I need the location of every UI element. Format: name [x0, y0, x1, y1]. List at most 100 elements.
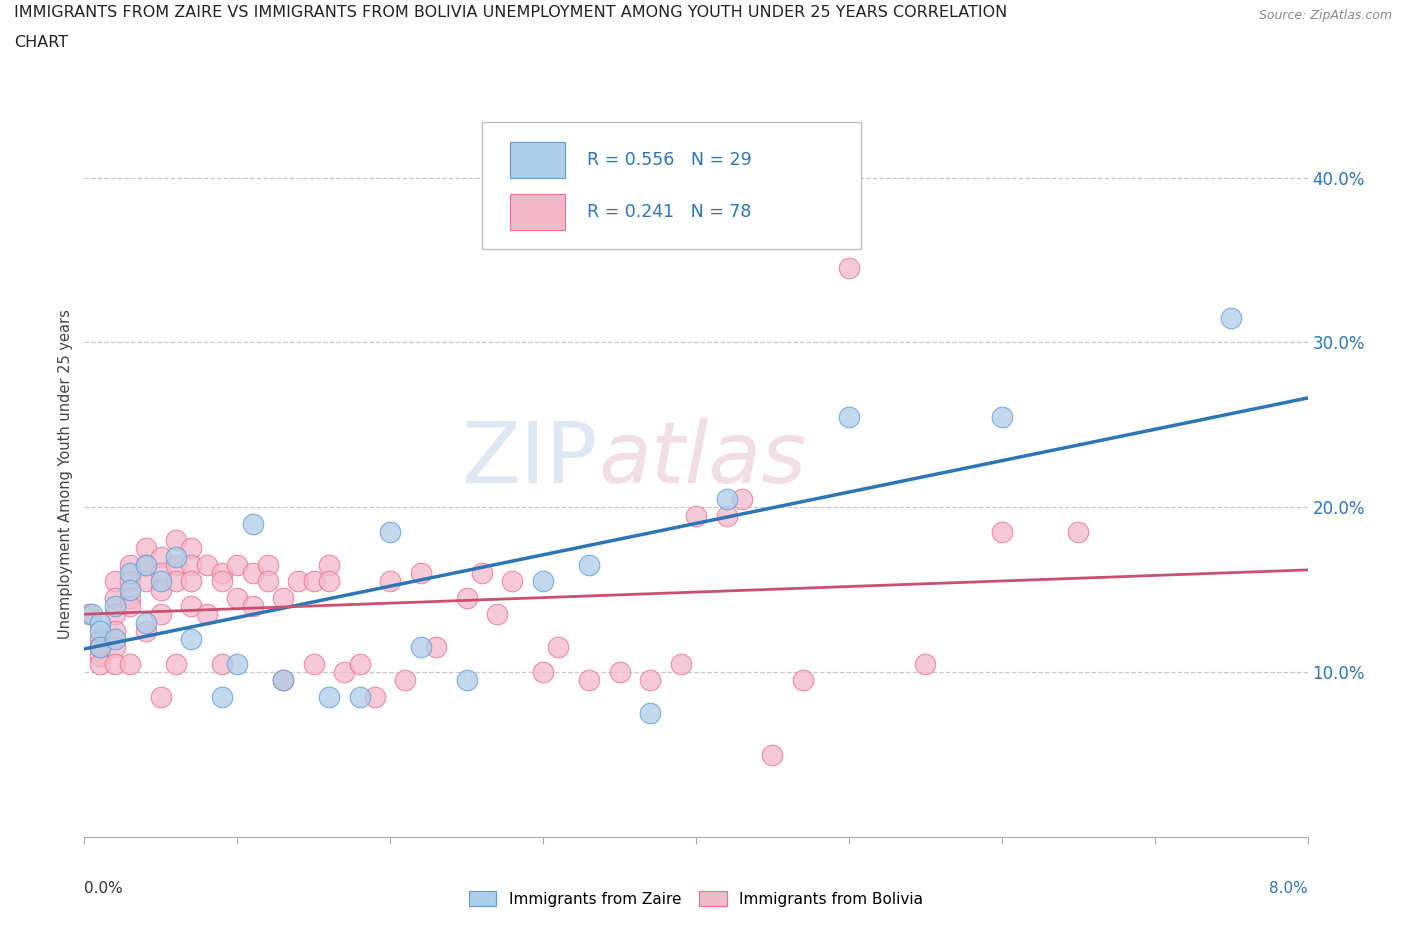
Point: [135, 623, 157, 638]
Point: [89, 648, 111, 663]
Point: [149, 689, 172, 704]
Point: [471, 565, 494, 580]
Point: [456, 673, 478, 688]
Point: [165, 574, 187, 589]
Point: [120, 565, 142, 580]
Point: [149, 607, 172, 622]
Point: [120, 599, 142, 614]
Point: [531, 574, 554, 589]
Point: [501, 574, 523, 589]
Point: [638, 673, 661, 688]
Point: [104, 631, 127, 646]
FancyBboxPatch shape: [510, 141, 565, 178]
Point: [685, 508, 707, 523]
Point: [669, 657, 692, 671]
Point: [761, 747, 783, 762]
Point: [271, 673, 294, 688]
FancyBboxPatch shape: [482, 123, 860, 249]
Y-axis label: Unemployment Among Youth under 25 years: Unemployment Among Youth under 25 years: [58, 310, 73, 639]
Point: [716, 492, 738, 507]
Point: [195, 607, 218, 622]
Point: [716, 508, 738, 523]
Point: [165, 550, 187, 565]
Point: [531, 665, 554, 680]
Point: [609, 665, 631, 680]
Point: [364, 689, 387, 704]
Text: atlas: atlas: [598, 418, 806, 501]
Point: [302, 657, 325, 671]
Point: [349, 689, 371, 704]
Point: [135, 574, 157, 589]
Point: [211, 689, 233, 704]
Point: [1220, 311, 1243, 325]
Text: 8.0%: 8.0%: [1268, 881, 1308, 896]
Point: [89, 640, 111, 655]
Point: [149, 574, 172, 589]
Point: [104, 599, 127, 614]
Point: [486, 607, 509, 622]
Point: [104, 623, 127, 638]
Text: R = 0.556   N = 29: R = 0.556 N = 29: [588, 151, 752, 168]
Text: IMMIGRANTS FROM ZAIRE VS IMMIGRANTS FROM BOLIVIA UNEMPLOYMENT AMONG YOUTH UNDER : IMMIGRANTS FROM ZAIRE VS IMMIGRANTS FROM…: [14, 5, 1007, 20]
Point: [120, 574, 142, 589]
Point: [318, 574, 340, 589]
Point: [578, 673, 600, 688]
Point: [578, 557, 600, 572]
Point: [165, 557, 187, 572]
Point: [257, 574, 280, 589]
Point: [104, 657, 127, 671]
Point: [271, 591, 294, 605]
Point: [135, 541, 157, 556]
Point: [242, 599, 264, 614]
Text: CHART: CHART: [14, 35, 67, 50]
Point: [120, 582, 142, 597]
Point: [135, 557, 157, 572]
Legend: Immigrants from Zaire, Immigrants from Bolivia: Immigrants from Zaire, Immigrants from B…: [463, 884, 929, 912]
Point: [318, 557, 340, 572]
Point: [242, 565, 264, 580]
Point: [89, 640, 111, 655]
Point: [257, 557, 280, 572]
Point: [914, 657, 936, 671]
Point: [80, 607, 103, 622]
Point: [165, 533, 187, 548]
Point: [242, 516, 264, 531]
Point: [638, 706, 661, 721]
Point: [226, 657, 249, 671]
Point: [195, 557, 218, 572]
Point: [180, 574, 202, 589]
Point: [77, 607, 100, 622]
Point: [1067, 525, 1090, 539]
Point: [226, 557, 249, 572]
Point: [838, 409, 860, 424]
Point: [226, 591, 249, 605]
Point: [271, 673, 294, 688]
Point: [180, 631, 202, 646]
Point: [104, 591, 127, 605]
Point: [287, 574, 309, 589]
Point: [302, 574, 325, 589]
Text: Source: ZipAtlas.com: Source: ZipAtlas.com: [1258, 9, 1392, 22]
Point: [731, 492, 754, 507]
Point: [211, 574, 233, 589]
Point: [380, 525, 402, 539]
Point: [149, 565, 172, 580]
Point: [165, 657, 187, 671]
Point: [104, 574, 127, 589]
Point: [990, 409, 1012, 424]
Point: [135, 557, 157, 572]
Point: [349, 657, 371, 671]
Point: [838, 260, 860, 275]
Point: [120, 557, 142, 572]
Point: [333, 665, 356, 680]
Text: ZIP: ZIP: [461, 418, 598, 501]
Point: [120, 591, 142, 605]
Point: [89, 623, 111, 638]
Point: [409, 565, 432, 580]
Point: [180, 599, 202, 614]
Point: [211, 657, 233, 671]
FancyBboxPatch shape: [510, 194, 565, 231]
Point: [990, 525, 1012, 539]
Point: [425, 640, 447, 655]
Point: [89, 631, 111, 646]
